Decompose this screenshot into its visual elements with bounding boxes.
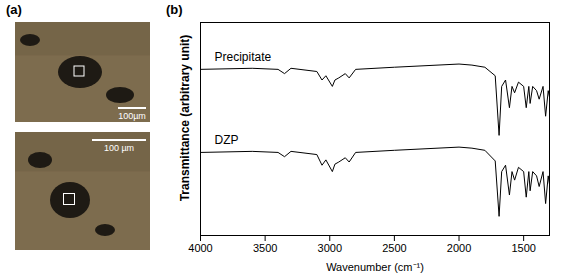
svg-text:3000: 3000 [318,242,342,254]
svg-text:4000: 4000 [188,242,212,254]
svg-text:100 µm: 100 µm [104,143,134,153]
html-text:Transmittance (arbitrary unit): Transmittance (arbitrary unit) [178,34,192,202]
svg-text:1500: 1500 [511,242,535,254]
svg-text:100µm: 100µm [118,111,146,121]
svg-text:DZP: DZP [215,133,239,147]
svg-text:2500: 2500 [382,242,406,254]
svg-text:2000: 2000 [447,242,471,254]
svg-text:3500: 3500 [253,242,277,254]
html-text:(b): (b) [166,2,183,17]
svg-text:(a): (a) [6,2,22,17]
svg-text:Wavenumber (cm⁻¹): Wavenumber (cm⁻¹) [326,261,424,273]
svg-text:Precipitate: Precipitate [215,50,272,64]
